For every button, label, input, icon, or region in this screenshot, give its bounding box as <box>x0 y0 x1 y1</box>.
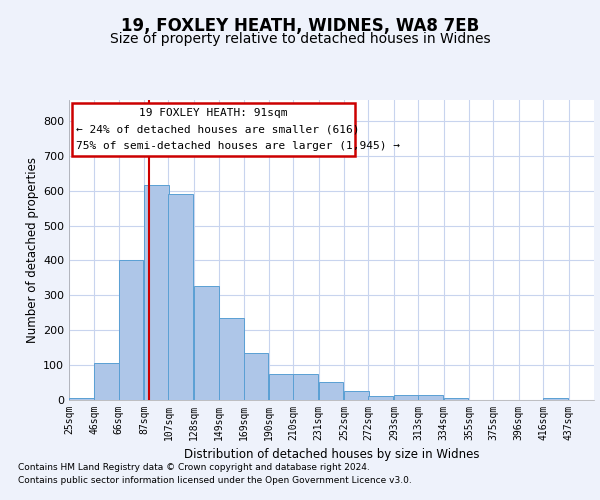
Text: ← 24% of detached houses are smaller (616): ← 24% of detached houses are smaller (61… <box>76 125 359 135</box>
X-axis label: Distribution of detached houses by size in Widnes: Distribution of detached houses by size … <box>184 448 479 462</box>
Text: 19, FOXLEY HEATH, WIDNES, WA8 7EB: 19, FOXLEY HEATH, WIDNES, WA8 7EB <box>121 18 479 36</box>
Bar <box>418 395 443 400</box>
Text: 75% of semi-detached houses are larger (1,945) →: 75% of semi-detached houses are larger (… <box>76 141 400 151</box>
Text: 19 FOXLEY HEATH: 91sqm: 19 FOXLEY HEATH: 91sqm <box>139 108 287 118</box>
Bar <box>293 374 318 400</box>
Text: Contains public sector information licensed under the Open Government Licence v3: Contains public sector information licen… <box>18 476 412 485</box>
Bar <box>119 260 143 400</box>
Bar <box>443 398 469 400</box>
Bar <box>244 353 268 400</box>
Bar <box>194 286 218 400</box>
Bar <box>394 395 419 400</box>
FancyBboxPatch shape <box>71 103 355 156</box>
Bar <box>144 186 169 400</box>
Bar <box>319 382 343 400</box>
Bar <box>543 398 568 400</box>
Bar <box>344 392 369 400</box>
Bar <box>368 396 393 400</box>
Bar <box>169 194 193 400</box>
Bar <box>220 318 244 400</box>
Y-axis label: Number of detached properties: Number of detached properties <box>26 157 39 343</box>
Text: Size of property relative to detached houses in Widnes: Size of property relative to detached ho… <box>110 32 490 46</box>
Bar <box>94 364 119 400</box>
Text: Contains HM Land Registry data © Crown copyright and database right 2024.: Contains HM Land Registry data © Crown c… <box>18 462 370 471</box>
Bar <box>69 398 94 400</box>
Bar <box>269 374 294 400</box>
